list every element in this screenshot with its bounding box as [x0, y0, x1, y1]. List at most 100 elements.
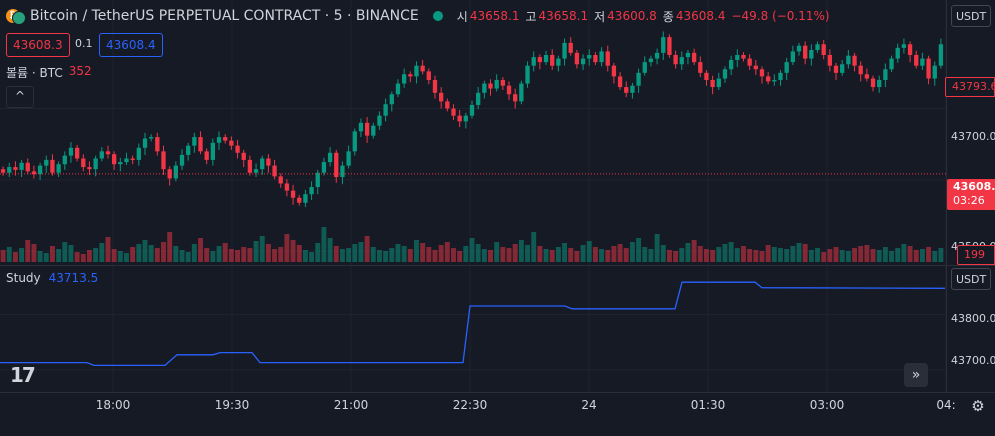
candle-body — [216, 137, 222, 143]
volume-bar — [383, 251, 389, 262]
market-status-icon[interactable] — [432, 11, 443, 21]
volume-legend[interactable]: 볼륨 · BTC 352 — [6, 64, 92, 81]
volume-bar — [315, 243, 321, 262]
volume-bar — [685, 243, 691, 262]
volume-bar — [580, 245, 586, 262]
volume-bar — [852, 248, 858, 262]
candle-body — [704, 72, 709, 80]
candle-body — [161, 151, 166, 170]
candle-body — [747, 58, 752, 66]
symbol-legend[interactable]: ₿ Bitcoin / TetherUS PERPETUAL CONTRACT … — [6, 6, 830, 26]
scroll-to-realtime-button[interactable]: » — [904, 363, 928, 387]
volume-bar — [858, 246, 864, 262]
symbol-title[interactable]: Bitcoin / TetherUS PERPETUAL CONTRACT · … — [30, 8, 419, 24]
candle-body — [624, 87, 629, 93]
candle-body — [438, 92, 444, 102]
candle-body — [420, 65, 425, 72]
volume-bar — [710, 250, 716, 262]
chevron-up-icon: ^ — [14, 89, 26, 103]
candle-body — [907, 44, 913, 55]
volume-bar — [49, 246, 55, 262]
volume-bar — [697, 246, 703, 262]
candle-body — [630, 85, 635, 93]
currency-selector-main[interactable]: USDT — [951, 5, 991, 27]
volume-bar — [845, 251, 851, 262]
currency-selector-study[interactable]: USDT — [951, 268, 991, 290]
volume-bar — [790, 246, 796, 262]
volume-bar — [913, 250, 919, 262]
candle-body — [759, 69, 765, 77]
volume-bar — [93, 248, 99, 262]
volume-bar — [722, 244, 728, 262]
bid-button[interactable]: 43608.3 — [6, 33, 70, 57]
high-price-tag: 43793.6 — [945, 77, 995, 97]
volume-bar — [457, 251, 463, 262]
candle-body — [451, 108, 456, 116]
candle-body — [297, 197, 302, 203]
ask-button[interactable]: 43608.4 — [99, 33, 163, 57]
change-value: −49.8 (−0.11%) — [731, 9, 830, 23]
candle-body — [790, 51, 795, 63]
candle-body — [852, 55, 857, 66]
candle-body — [550, 54, 555, 66]
study-line — [0, 281, 946, 367]
volume-bar — [265, 244, 271, 262]
candle-body — [494, 79, 499, 89]
candle-body — [716, 78, 721, 88]
candle-body — [803, 45, 808, 59]
volume-bar — [43, 253, 49, 262]
tradingview-logo-icon[interactable]: 17 — [10, 363, 36, 387]
candle-body — [926, 58, 931, 79]
low-value: 43600.8 — [607, 9, 657, 23]
candle-body — [537, 57, 543, 63]
gear-icon[interactable]: ⚙ — [971, 397, 985, 415]
volume-bar — [228, 249, 234, 262]
volume-bar — [494, 242, 500, 262]
volume-bar — [679, 248, 685, 262]
candle-body — [488, 83, 493, 89]
candle-body — [772, 79, 777, 82]
study-legend[interactable]: Study 43713.5 — [6, 271, 98, 285]
volume-bar — [691, 240, 697, 262]
volume-bar — [136, 244, 142, 262]
candle-body — [482, 83, 487, 93]
candle-body — [636, 72, 641, 86]
volume-bar — [815, 248, 820, 262]
volume-bar — [309, 252, 315, 262]
candle-body — [901, 44, 907, 48]
volume-bar — [864, 245, 870, 262]
volume-bar — [926, 247, 932, 262]
volume-bar — [253, 241, 259, 262]
candle-body — [611, 65, 617, 77]
candle-body — [136, 147, 141, 160]
candle-body — [895, 47, 900, 59]
time-tick: 03:00 — [809, 398, 845, 412]
candle-body — [827, 54, 833, 66]
collapse-legend-button[interactable]: ^ — [6, 86, 34, 108]
candle-body — [562, 42, 567, 59]
time-tick: 24 — [581, 398, 597, 412]
volume-bar — [395, 244, 401, 262]
candle-body — [241, 152, 246, 160]
volume-bar — [636, 238, 642, 262]
volume-bar — [420, 243, 426, 262]
volume-bar — [290, 240, 296, 262]
candle-body — [877, 79, 882, 88]
candle-body — [519, 83, 524, 102]
volume-bar — [117, 251, 123, 262]
volume-bar — [241, 247, 247, 262]
candle-body — [87, 167, 92, 170]
candle-body — [463, 115, 468, 122]
candle-body — [574, 52, 580, 65]
volume-bar — [586, 241, 592, 262]
candle-body — [346, 151, 351, 166]
candle-body — [914, 54, 919, 66]
volume-bar — [716, 247, 722, 262]
volume-bar — [919, 249, 925, 262]
volume-bar — [204, 248, 210, 262]
volume-bar — [481, 249, 487, 262]
candle-body — [654, 52, 660, 59]
candle-body — [870, 78, 876, 88]
